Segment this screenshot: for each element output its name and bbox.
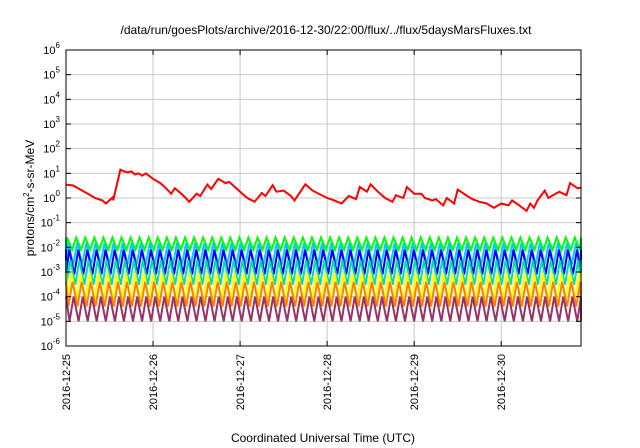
x-tick-label: 2016-12-29 bbox=[409, 354, 421, 410]
x-axis-label: Coordinated Universal Time (UTC) bbox=[231, 431, 415, 445]
series-line bbox=[65, 234, 582, 253]
y-tick-label: 106 bbox=[43, 41, 60, 57]
y-tick-label: 10-1 bbox=[41, 214, 61, 230]
y-tick-label: 10-2 bbox=[41, 238, 61, 254]
y-tick-label: 10-6 bbox=[41, 337, 61, 353]
x-tick-label: 2016-12-30 bbox=[496, 354, 508, 410]
series-group bbox=[65, 168, 582, 322]
y-axis-label: protons/cm2-s-sr-MeV bbox=[22, 140, 37, 256]
chart-title: /data/run/goesPlots/archive/2016-12-30/2… bbox=[121, 23, 533, 37]
x-tick-label: 2016-12-25 bbox=[61, 354, 73, 410]
y-tick-label: 104 bbox=[43, 90, 60, 106]
x-tick-label: 2016-12-26 bbox=[148, 354, 160, 410]
y-tick-label: 105 bbox=[43, 66, 60, 82]
y-tick-label: 10-3 bbox=[41, 263, 61, 279]
x-tick-label: 2016-12-27 bbox=[235, 354, 247, 410]
y-tick-label: 103 bbox=[43, 115, 60, 131]
x-axis: 2016-12-25 2016-12-26 2016-12-27 2016-12-28… bbox=[61, 50, 508, 410]
y-axis: 10-6 10-5 10-4 10-3 10-2 10-1 100 101 102 103 104 1… bbox=[41, 41, 581, 353]
y-tick-label: 10-4 bbox=[41, 288, 61, 304]
series-line bbox=[65, 260, 582, 286]
y-tick-label: 100 bbox=[43, 189, 60, 205]
series-line bbox=[65, 296, 582, 322]
series-line bbox=[65, 168, 582, 213]
y-tick-label: 10-5 bbox=[41, 312, 61, 328]
series-line bbox=[65, 281, 582, 307]
y-tick-label: 101 bbox=[43, 164, 60, 180]
series-line bbox=[65, 249, 582, 275]
y-tick-label: 102 bbox=[43, 140, 60, 156]
x-tick-label: 2016-12-28 bbox=[322, 354, 334, 410]
